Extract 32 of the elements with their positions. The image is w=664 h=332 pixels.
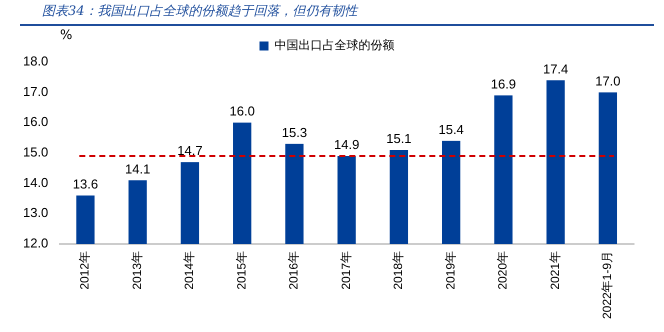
x-tick-label: 2015年 [234,250,248,290]
chart-title: 图表34：我国出口占全球的份额趋于回落，但仍有韧性 [20,0,654,26]
y-tick-label: 13.0 [22,205,48,220]
data-label: 15.4 [438,122,464,137]
x-tick-label: 2019年 [443,250,458,290]
data-label: 14.7 [177,143,203,158]
legend-label: 中国出口占全球的份额 [274,38,394,52]
y-tick-label: 12.0 [22,236,48,251]
x-tick-label: 2020年 [496,250,510,290]
y-tick-label: 18.0 [22,54,48,69]
data-label: 15.1 [386,131,412,146]
data-label: 16.0 [230,104,255,119]
x-tick-label: 2021年 [548,250,562,290]
data-label: 14.9 [334,137,360,152]
y-tick-label: 16.0 [22,114,48,130]
y-axis-title: % [60,28,72,43]
y-tick-label: 15.0 [22,144,48,160]
data-label: 13.6 [72,176,98,192]
x-tick-label: 2022年1-9月 [600,250,614,320]
data-label: 15.3 [282,124,308,140]
y-tick-label: 17.0 [22,84,48,99]
data-label: 16.9 [490,76,516,92]
x-tick-label: 2013年 [130,250,144,290]
x-tick-label: 2012年 [78,250,92,290]
data-label: 17.0 [595,73,621,88]
x-tick-label: 2017年 [338,250,353,290]
data-label: 17.4 [542,61,568,76]
y-tick-label: 14.0 [22,174,48,190]
x-tick-label: 2014年 [182,250,196,290]
x-tick-label: 2016年 [286,250,301,290]
x-tick-label: 2018年 [391,250,406,290]
data-label: 14.1 [125,161,150,176]
